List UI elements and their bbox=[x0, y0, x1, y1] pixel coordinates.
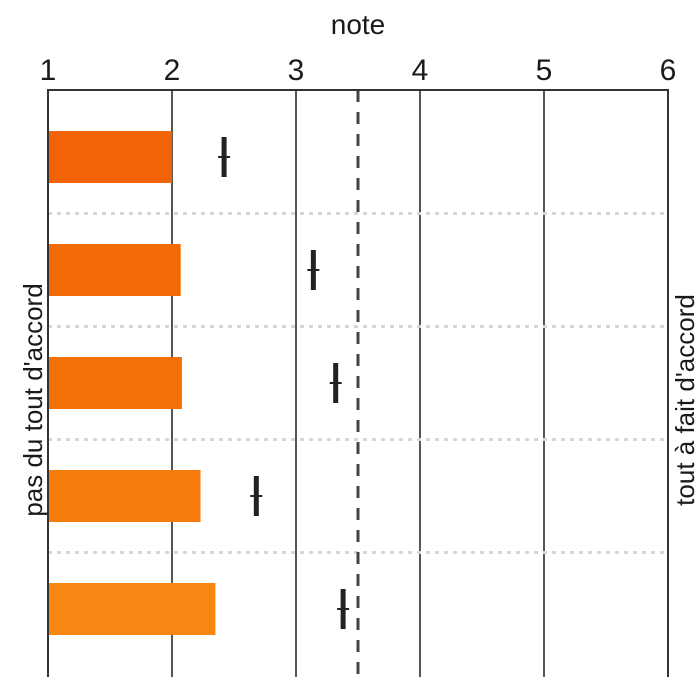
x-tick-label: 5 bbox=[536, 54, 553, 87]
right-axis-label: tout à fait d'accord bbox=[670, 294, 700, 506]
x-tick-label: 6 bbox=[660, 54, 677, 87]
x-tick-label: 4 bbox=[412, 54, 429, 87]
plot-frame bbox=[47, 89, 669, 677]
x-axis-title: note bbox=[331, 9, 386, 40]
x-tick-label: 2 bbox=[164, 54, 181, 87]
x-tick-labels: 1 2 3 4 5 6 bbox=[40, 54, 677, 87]
markers bbox=[218, 137, 350, 629]
x-tick-label: 1 bbox=[40, 54, 57, 87]
x-tick-label: 3 bbox=[288, 54, 305, 87]
bar bbox=[48, 131, 172, 183]
bar bbox=[48, 357, 182, 409]
bar bbox=[48, 470, 201, 522]
left-axis-label: pas du tout d'accord bbox=[18, 283, 48, 516]
bar bbox=[48, 244, 181, 296]
bars bbox=[48, 131, 216, 635]
bar bbox=[48, 583, 216, 635]
